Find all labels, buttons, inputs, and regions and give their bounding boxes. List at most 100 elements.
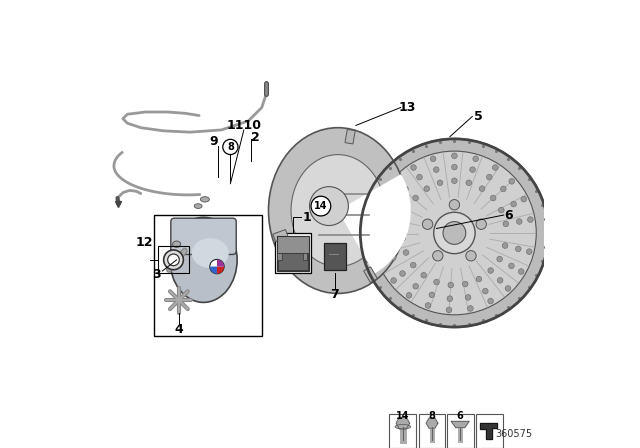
Ellipse shape <box>443 222 466 244</box>
Circle shape <box>527 217 533 222</box>
Circle shape <box>223 139 238 155</box>
Circle shape <box>447 296 452 302</box>
Circle shape <box>424 186 429 191</box>
Circle shape <box>310 187 348 225</box>
Circle shape <box>387 219 392 224</box>
Circle shape <box>413 284 419 289</box>
Circle shape <box>483 288 488 294</box>
Circle shape <box>488 298 493 304</box>
Bar <box>273 229 288 242</box>
Ellipse shape <box>360 139 548 327</box>
Circle shape <box>164 250 184 270</box>
Text: 2: 2 <box>251 131 259 144</box>
Circle shape <box>466 250 476 261</box>
Circle shape <box>400 221 406 227</box>
Text: 14: 14 <box>314 201 328 211</box>
Circle shape <box>410 262 416 268</box>
Circle shape <box>392 201 398 207</box>
Ellipse shape <box>170 217 237 302</box>
Wedge shape <box>210 267 217 274</box>
Circle shape <box>449 199 460 210</box>
Circle shape <box>386 237 392 243</box>
Circle shape <box>210 259 224 274</box>
FancyBboxPatch shape <box>171 218 236 254</box>
Circle shape <box>511 201 516 207</box>
Circle shape <box>429 292 435 297</box>
Text: 3: 3 <box>152 268 161 281</box>
Circle shape <box>433 250 443 261</box>
Text: 8: 8 <box>429 411 435 421</box>
Wedge shape <box>217 259 224 267</box>
Circle shape <box>404 207 410 213</box>
Ellipse shape <box>173 241 180 247</box>
Ellipse shape <box>194 204 202 208</box>
Circle shape <box>479 186 485 191</box>
Bar <box>275 233 311 273</box>
Circle shape <box>448 282 454 288</box>
Circle shape <box>430 156 436 162</box>
Circle shape <box>452 153 457 159</box>
Circle shape <box>497 256 502 262</box>
Circle shape <box>311 196 331 216</box>
Ellipse shape <box>360 139 548 327</box>
Circle shape <box>437 180 443 185</box>
Text: 13: 13 <box>399 101 416 114</box>
Circle shape <box>425 303 431 308</box>
Circle shape <box>488 268 493 273</box>
Ellipse shape <box>395 425 411 429</box>
Ellipse shape <box>372 151 536 315</box>
Circle shape <box>406 293 412 298</box>
Circle shape <box>509 263 515 269</box>
Bar <box>154 215 262 336</box>
Ellipse shape <box>173 254 180 261</box>
Circle shape <box>473 156 479 162</box>
Polygon shape <box>426 418 438 428</box>
Circle shape <box>391 278 396 283</box>
Circle shape <box>476 276 482 282</box>
Circle shape <box>375 238 381 244</box>
Bar <box>447 414 474 448</box>
Circle shape <box>399 236 405 241</box>
Circle shape <box>382 196 388 202</box>
Text: 6: 6 <box>457 411 463 421</box>
Circle shape <box>413 195 419 201</box>
Bar <box>278 253 282 260</box>
Circle shape <box>500 186 506 192</box>
Circle shape <box>492 165 498 170</box>
Ellipse shape <box>269 128 408 293</box>
Circle shape <box>505 286 511 291</box>
Circle shape <box>446 307 452 313</box>
Wedge shape <box>217 267 224 274</box>
Circle shape <box>421 272 426 278</box>
Bar <box>278 253 308 270</box>
Ellipse shape <box>434 212 475 254</box>
Circle shape <box>452 164 457 170</box>
Bar <box>364 267 378 283</box>
Circle shape <box>403 250 409 255</box>
Polygon shape <box>396 418 410 429</box>
Bar <box>389 414 417 448</box>
Text: 9: 9 <box>209 134 218 148</box>
Circle shape <box>380 259 386 265</box>
Circle shape <box>417 174 422 180</box>
Text: 1110: 1110 <box>227 119 261 132</box>
Polygon shape <box>481 423 497 439</box>
Text: 360575: 360575 <box>495 429 533 439</box>
Text: 1: 1 <box>302 211 311 224</box>
Circle shape <box>465 294 471 300</box>
Text: 4: 4 <box>175 323 183 336</box>
Circle shape <box>470 167 476 172</box>
Ellipse shape <box>291 155 385 267</box>
Bar <box>345 129 355 144</box>
Circle shape <box>468 306 473 311</box>
Circle shape <box>516 219 522 224</box>
Circle shape <box>403 186 408 192</box>
Circle shape <box>486 174 492 180</box>
Circle shape <box>394 178 400 184</box>
Circle shape <box>503 221 509 227</box>
Circle shape <box>515 246 521 252</box>
Bar <box>158 246 189 273</box>
Circle shape <box>509 178 515 184</box>
Polygon shape <box>451 421 469 427</box>
Bar <box>419 414 445 448</box>
